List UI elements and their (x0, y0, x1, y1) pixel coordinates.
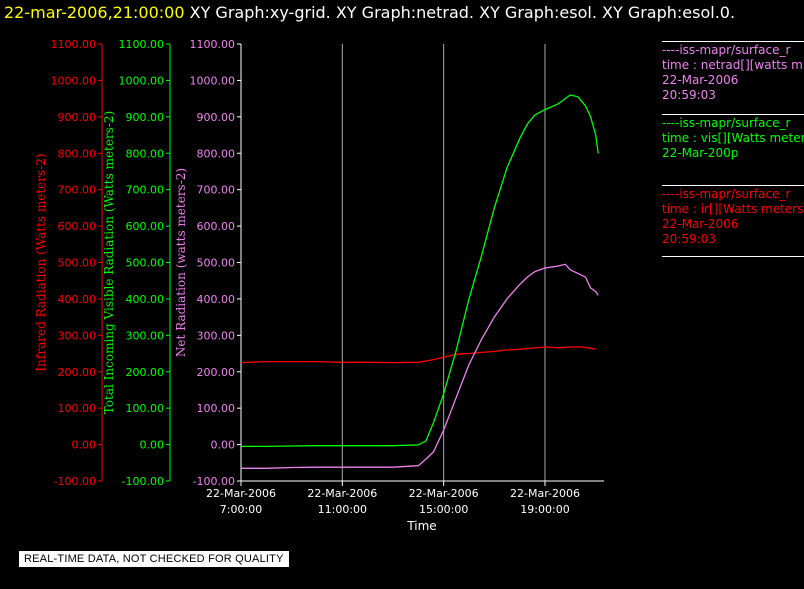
y-tick-label: -100.00 (54, 475, 96, 488)
y-axis-label: Net Radiation (watts meters-2) (174, 168, 188, 357)
y-tick-label: 1000.00 (119, 74, 165, 87)
y-tick-label: 100.00 (58, 402, 97, 415)
y-tick-label: 1000.00 (51, 74, 97, 87)
legend-line: 22-Mar-2006 (662, 73, 739, 87)
legend-line: 22-Mar-2006 (662, 217, 739, 231)
y-tick-label: 300.00 (126, 329, 165, 342)
legend-line: time : netrad[][watts m (662, 58, 803, 72)
quality-notice: REAL-TIME DATA, NOT CHECKED FOR QUALITY (19, 551, 289, 567)
legend-separator (662, 41, 804, 42)
y-tick-label: 700.00 (58, 184, 97, 197)
y-tick-label: -100.00 (122, 475, 164, 488)
y-tick-label: 200.00 (58, 366, 97, 379)
y-tick-label: 900.00 (126, 111, 165, 124)
header-graph-2: XY Graph:netrad. (335, 3, 475, 22)
y-tick-label: 0.00 (140, 439, 165, 452)
y-tick-label: 0.00 (72, 439, 97, 452)
y-tick-label: 900.00 (197, 111, 236, 124)
x-tick-label-date: 22-Mar-2006 (510, 487, 580, 500)
header-graph-1: XY Graph:xy-grid. (189, 3, 331, 22)
y-tick-label: 600.00 (58, 220, 97, 233)
legend-separator (662, 256, 804, 257)
x-tick-label-date: 22-Mar-2006 (409, 487, 479, 500)
legend-entry: ----iss-mapr/surface_r time : netrad[][wa… (662, 43, 804, 103)
y-tick-label: 800.00 (58, 147, 97, 160)
x-tick-label-time: 15:00:00 (419, 503, 468, 516)
y-tick-label: 500.00 (58, 257, 97, 270)
y-tick-label: 0.00 (211, 439, 236, 452)
y-tick-label: 100.00 (126, 402, 165, 415)
header-graph-3: XY Graph:esol. (479, 3, 597, 22)
legend-entry: ----iss-mapr/surface_r time : vis[][Watts… (662, 116, 804, 161)
y-axis-label: Total Incoming Visible Radiation (Watts … (102, 111, 116, 415)
y-tick-label: 300.00 (197, 329, 236, 342)
header-date: 22-mar-2006,21:00:00 (4, 3, 185, 22)
y-tick-label: 600.00 (197, 220, 236, 233)
y-tick-label: 400.00 (58, 293, 97, 306)
y-tick-label: 1000.00 (190, 74, 236, 87)
y-axis-label: Infrared Radiation (Watts meters-2) (34, 153, 48, 371)
series-line-ir (240, 346, 596, 364)
y-tick-label: 200.00 (126, 366, 165, 379)
series-line-vis (241, 94, 599, 448)
x-tick-label-date: 22-Mar-2006 (307, 487, 377, 500)
y-tick-label: -100.00 (193, 475, 235, 488)
legend-line: time : vis[][Watts meter (662, 131, 804, 145)
y-tick-label: 500.00 (126, 257, 165, 270)
y-tick-label: 400.00 (197, 293, 236, 306)
y-tick-label: 400.00 (126, 293, 165, 306)
header-title: 22-mar-2006,21:00:00 XY Graph:xy-grid. X… (4, 3, 735, 22)
y-tick-label: 1100.00 (190, 38, 236, 51)
series-line-netrad (241, 263, 599, 469)
y-tick-label: 500.00 (197, 257, 236, 270)
x-tick-label-date: 22-Mar-2006 (206, 487, 276, 500)
legend-line: ----iss-mapr/surface_r (662, 187, 791, 201)
y-tick-label: 300.00 (58, 329, 97, 342)
x-axis-label: Time (406, 519, 436, 533)
x-tick-label-time: 7:00:00 (220, 503, 262, 516)
legend-line: ----iss-mapr/surface_r (662, 43, 791, 57)
y-tick-label: 700.00 (126, 184, 165, 197)
y-tick-label: 600.00 (126, 220, 165, 233)
legend-entry: ----iss-mapr/surface_r time : ir[][Watts … (662, 187, 804, 247)
legend-line: 20:59:03 (662, 232, 716, 246)
x-tick-label-time: 11:00:00 (318, 503, 367, 516)
legend-line: time : ir[][Watts meters (662, 202, 804, 216)
y-tick-label: 100.00 (197, 402, 236, 415)
legend-line: 20:59:03 (662, 88, 716, 102)
y-tick-label: 200.00 (197, 366, 236, 379)
x-tick-label-time: 19:00:00 (520, 503, 569, 516)
y-tick-label: 800.00 (126, 147, 165, 160)
y-tick-label: 1100.00 (51, 38, 97, 51)
legend-separator (662, 114, 804, 115)
y-tick-label: 900.00 (58, 111, 97, 124)
header-graph-4: XY Graph:esol.0. (602, 3, 736, 22)
y-tick-label: 1100.00 (119, 38, 165, 51)
y-tick-label: 700.00 (197, 184, 236, 197)
legend-line: ----iss-mapr/surface_r (662, 116, 791, 130)
legend-line: 22-Mar-200p (662, 146, 739, 160)
y-tick-label: 800.00 (197, 147, 236, 160)
legend-separator (662, 185, 804, 186)
